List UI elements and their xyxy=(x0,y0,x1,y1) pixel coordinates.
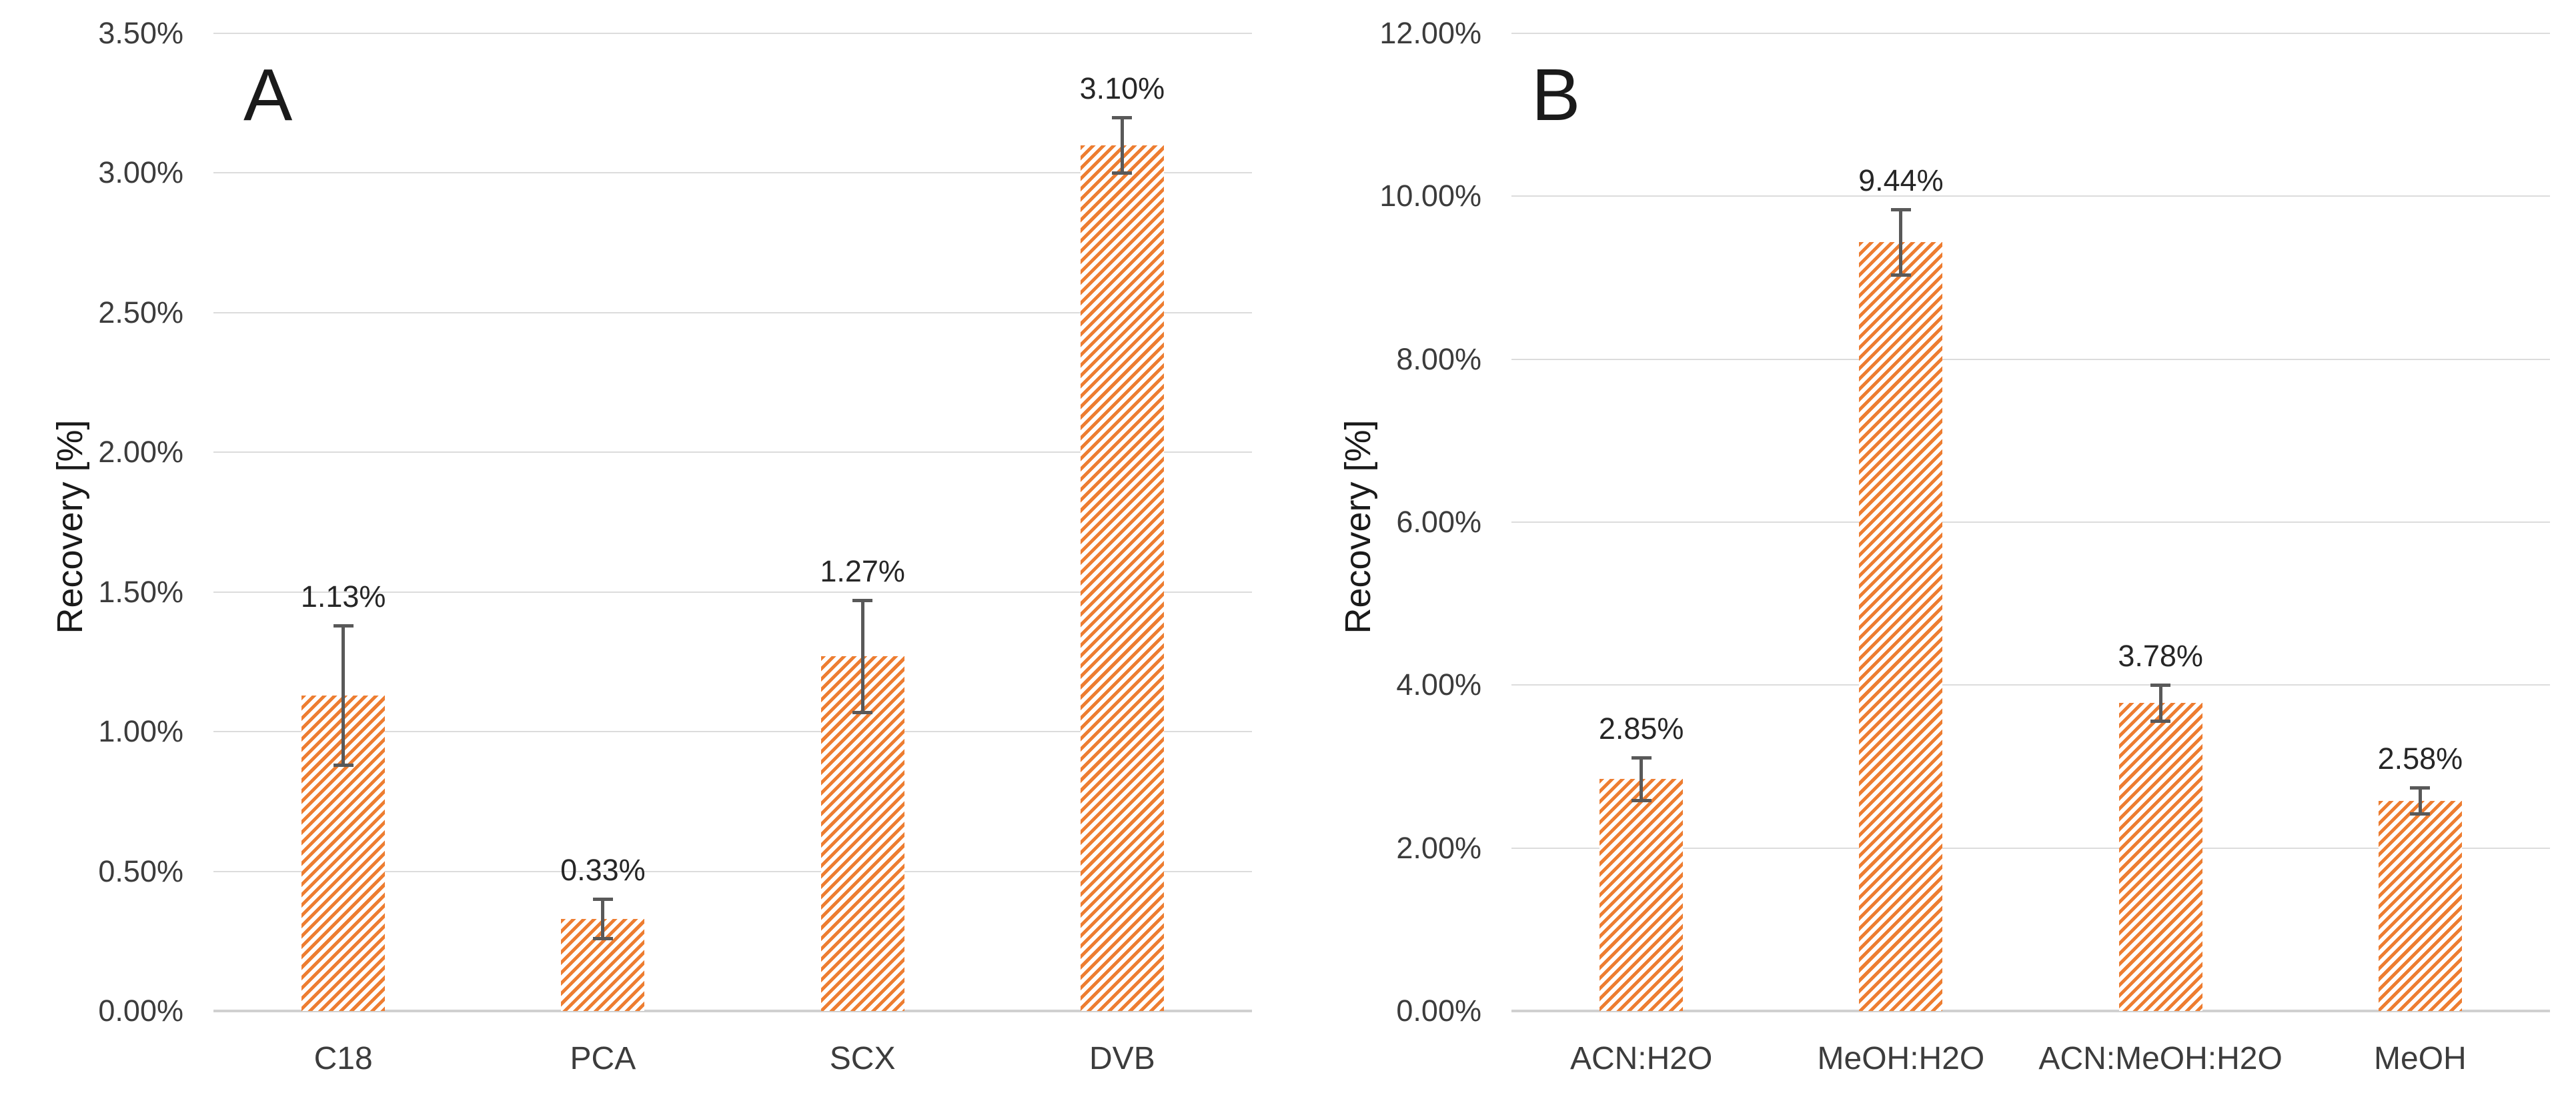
error-bar-line xyxy=(1120,117,1124,173)
y-tick-label: 2.00% xyxy=(98,435,183,469)
error-bar-cap-top xyxy=(1890,207,1911,211)
data-label: 9.44% xyxy=(1858,163,1944,197)
y-gridline xyxy=(1511,33,2550,34)
error-bar-line xyxy=(1640,758,1644,800)
y-tick-label: 1.50% xyxy=(98,574,183,609)
bar-acn-meoh-h2o xyxy=(2118,703,2202,1011)
plot-area-a xyxy=(213,33,1252,1012)
x-category-label: ACN:H2O xyxy=(1569,1041,1713,1076)
error-bar-cap-bottom xyxy=(2150,720,2171,724)
error-bar-cap-bottom xyxy=(1890,273,1911,277)
chart-panel-b: B Recovery [%] 0.00% 2.00% 4.00% 6.00% 8.00%… xyxy=(1288,0,2576,1099)
y-tick-label: 0.00% xyxy=(98,994,183,1028)
x-axis-line xyxy=(1511,1010,2550,1012)
y-gridline xyxy=(213,311,1252,313)
y-gridline xyxy=(213,731,1252,733)
bar-acn-h2o xyxy=(1599,778,1684,1011)
y-tick-label: 0.50% xyxy=(98,854,183,888)
y-tick-label: 2.50% xyxy=(98,295,183,329)
error-bar-cap-top xyxy=(2410,786,2431,790)
y-gridline xyxy=(1511,358,2550,360)
error-bar-cap-bottom xyxy=(1112,171,1133,175)
y-gridline xyxy=(1511,684,2550,686)
data-label: 1.27% xyxy=(820,554,905,589)
y-tick-label: 10.00% xyxy=(1379,179,1481,213)
y-tick-label: 0.00% xyxy=(1396,994,1481,1028)
y-tick-label: 4.00% xyxy=(1396,668,1481,702)
x-category-label: C18 xyxy=(313,1041,373,1076)
y-gridline xyxy=(1511,521,2550,523)
error-bar-line xyxy=(1899,209,1903,275)
error-bar-cap-top xyxy=(2150,684,2171,688)
y-gridline xyxy=(213,172,1252,174)
x-category-label: SCX xyxy=(829,1041,896,1076)
error-bar-cap-bottom xyxy=(852,710,873,714)
x-category-label: DVB xyxy=(1089,1041,1155,1076)
y-tick-label: 12.00% xyxy=(1379,16,1481,50)
error-bar-line xyxy=(342,625,346,766)
error-bar-line xyxy=(601,899,605,939)
bar-meoh xyxy=(2378,800,2462,1011)
y-tick-label: 8.00% xyxy=(1396,341,1481,376)
y-gridline xyxy=(1511,195,2550,197)
bar-meoh-h2o xyxy=(1859,241,1943,1011)
y-gridline xyxy=(213,591,1252,593)
error-bar-cap-top xyxy=(592,898,613,902)
error-bar-cap-top xyxy=(852,599,873,603)
y-gridline xyxy=(213,33,1252,34)
panel-label-a: A xyxy=(243,54,293,136)
error-bar-line xyxy=(2418,788,2422,814)
data-label: 1.13% xyxy=(300,579,386,614)
plot-area-b xyxy=(1511,33,2550,1012)
error-bar-cap-bottom xyxy=(333,764,354,768)
y-tick-label: 1.00% xyxy=(98,714,183,749)
x-axis-line xyxy=(213,1010,1252,1012)
x-category-label: PCA xyxy=(570,1041,636,1076)
data-label: 3.78% xyxy=(2118,639,2203,674)
data-label: 3.10% xyxy=(1079,71,1165,105)
bar-scx xyxy=(820,656,904,1011)
y-gridline xyxy=(213,870,1252,872)
y-tick-label: 2.00% xyxy=(1396,830,1481,865)
x-category-label: ACN:MeOH:H2O xyxy=(2038,1041,2283,1076)
data-label: 2.85% xyxy=(1598,712,1684,746)
y-gridline xyxy=(1511,847,2550,849)
error-bar-line xyxy=(2158,685,2162,722)
x-category-label: MeOH:H2O xyxy=(1817,1041,1985,1076)
error-bar-cap-bottom xyxy=(592,937,613,941)
data-label: 2.58% xyxy=(2377,742,2463,776)
panel-label-b: B xyxy=(1531,54,1581,136)
y-tick-label: 6.00% xyxy=(1396,505,1481,539)
error-bar-cap-top xyxy=(1112,115,1133,119)
error-bar-cap-bottom xyxy=(1631,798,1652,802)
x-category-label: MeOH xyxy=(2374,1041,2467,1076)
error-bar-cap-top xyxy=(333,624,354,628)
chart-panel-a: A Recovery [%] 0.00% 0.50% 1.00% 1.50% 2.00%… xyxy=(50,16,1252,1076)
y-tick-label: 3.50% xyxy=(98,16,183,50)
bar-dvb xyxy=(1080,145,1164,1011)
error-bar-cap-bottom xyxy=(2410,812,2431,816)
data-label: 0.33% xyxy=(560,853,646,888)
error-bar-line xyxy=(860,600,864,712)
y-tick-label: 3.00% xyxy=(98,155,183,190)
error-bar-cap-top xyxy=(1631,756,1652,760)
y-gridline xyxy=(213,451,1252,453)
